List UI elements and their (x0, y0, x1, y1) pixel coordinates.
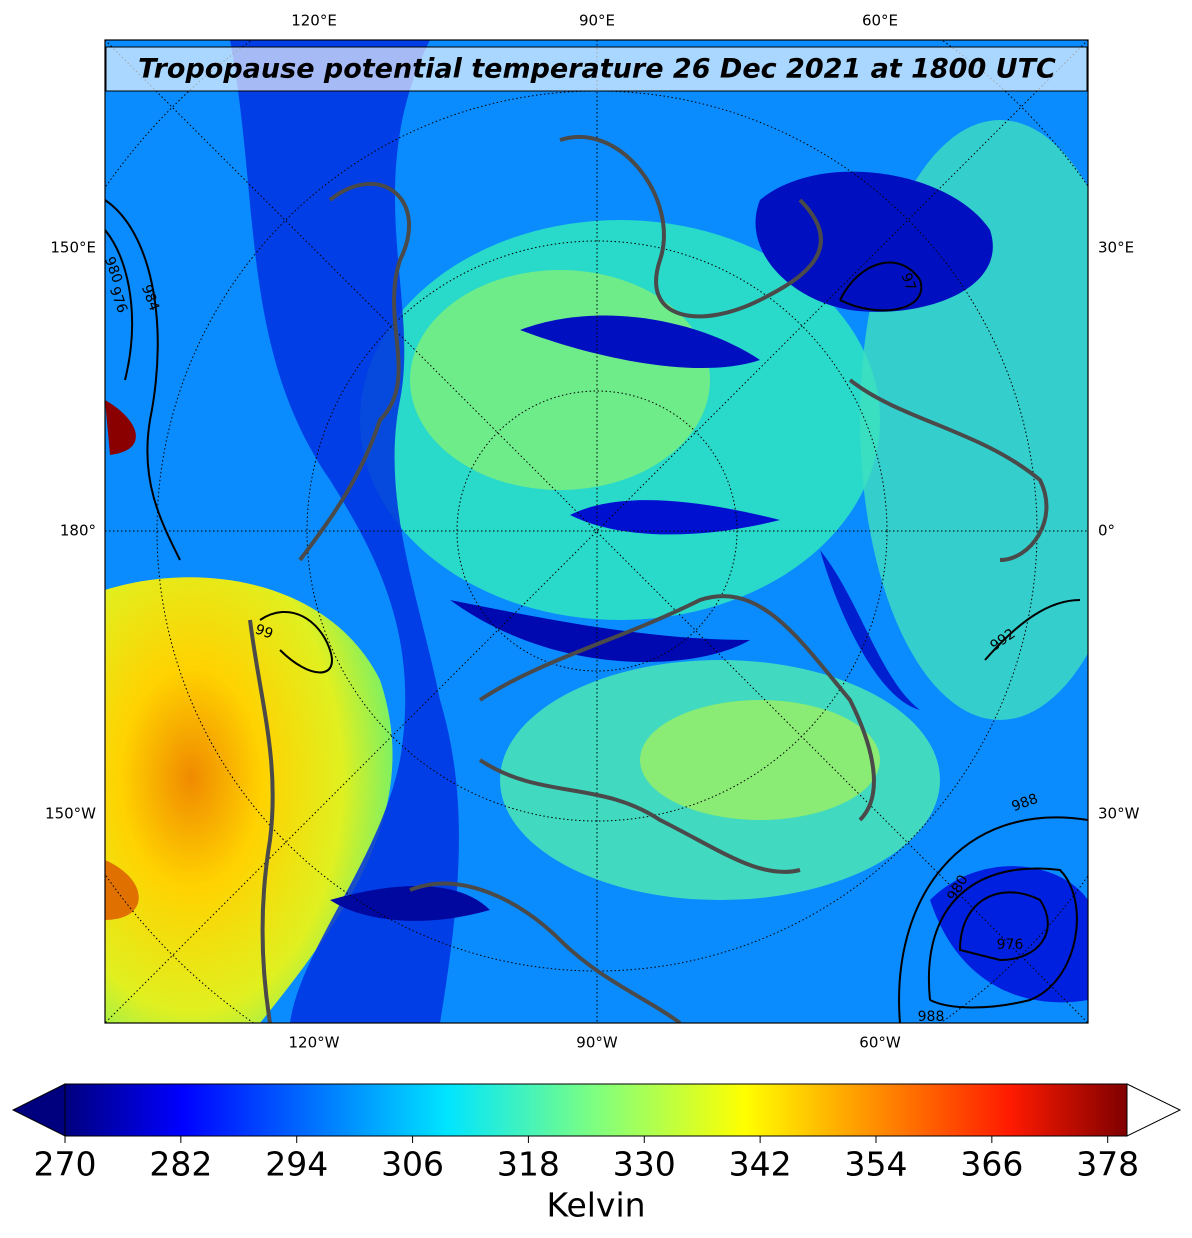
map-frame (104, 39, 1089, 1024)
colorbar-tick-label: 330 (613, 1145, 676, 1184)
lon-label: 150°W (45, 805, 96, 823)
colorbar-tick-label: 294 (265, 1145, 328, 1184)
contour-label: 988 (918, 1009, 945, 1025)
lon-label: 30°W (1098, 805, 1140, 823)
lon-label: 60°E (862, 12, 898, 30)
geo-labels: 120°E 90°E 60°E 120°W 90°W 60°W 150°E 180° 150°W… (45, 12, 1140, 1052)
colorbar-tick-label: 378 (1076, 1145, 1139, 1184)
colorbar-label: Kelvin (546, 1186, 645, 1225)
lon-label: 90°W (576, 1034, 618, 1052)
contour-label: 976 (997, 937, 1024, 953)
colorbar-tick-label: 354 (844, 1145, 907, 1184)
lon-label: 120°E (291, 12, 337, 30)
lon-label: 120°W (289, 1034, 340, 1052)
colorbar-tick-label: 282 (149, 1145, 212, 1184)
colorbar: Kelvin 270 282 294 306 318 330 342 354 366 378 (11, 1083, 1182, 1225)
colorbar-extend-min (11, 1083, 66, 1137)
title-box (105, 46, 1088, 92)
contour-label: 97 (897, 271, 918, 293)
colorbar-tick-label: 342 (729, 1145, 792, 1184)
lon-label: 180° (60, 522, 96, 540)
lon-label: 30°E (1098, 239, 1134, 257)
colorbar-tick-label: 366 (960, 1145, 1023, 1184)
lon-label: 90°E (579, 12, 615, 30)
colorbar-tick-label: 306 (381, 1145, 444, 1184)
coastlines (248, 134, 1049, 1023)
pressure-contours (105, 199, 1088, 1023)
colorbar-extend-max (1126, 1083, 1182, 1137)
lon-label: 150°E (50, 239, 96, 257)
colorbar-ramp (64, 1083, 1128, 1137)
colorbar-tick-label: 318 (497, 1145, 560, 1184)
contour-label: 99 (253, 621, 275, 642)
title: Tropopause potential temperature 26 Dec … (138, 54, 1056, 85)
lon-label: 60°W (859, 1034, 901, 1052)
colorbar-tick-label: 270 (34, 1145, 97, 1184)
lon-label: 0° (1098, 522, 1115, 540)
